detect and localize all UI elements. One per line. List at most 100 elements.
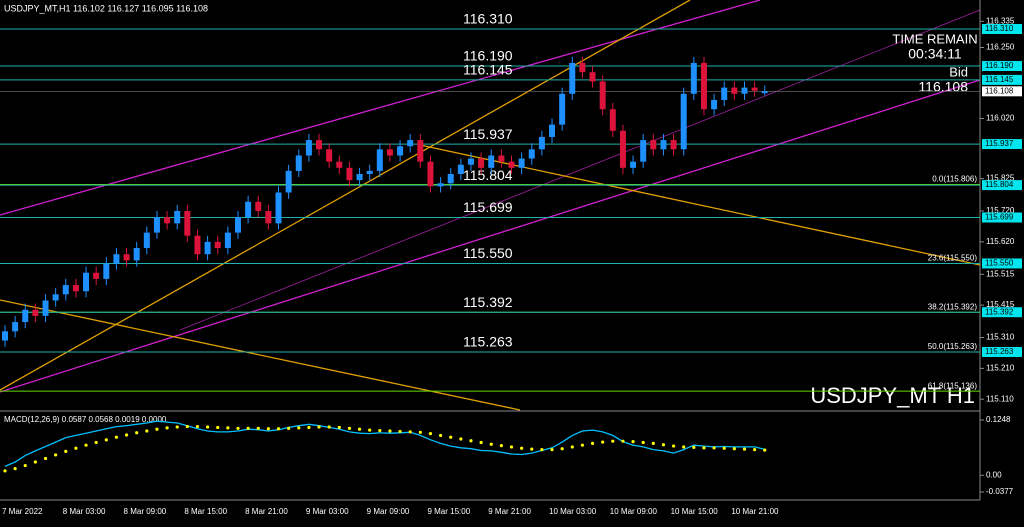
- candle-body: [265, 211, 272, 224]
- signal-dot: [276, 427, 281, 431]
- candle-body: [174, 211, 181, 224]
- signal-dot: [23, 463, 27, 468]
- signal-dot: [43, 456, 48, 461]
- candle-body: [741, 87, 748, 94]
- candle-body: [731, 87, 738, 94]
- signal-dot: [469, 439, 473, 443]
- candle-body: [153, 217, 160, 233]
- signal-dot: [408, 430, 412, 434]
- fib-label: 50.0(115.263): [928, 342, 978, 351]
- channel-line: [179, 9, 981, 331]
- y-tick-label: 116.250: [986, 43, 1015, 52]
- level-tag: [982, 347, 1022, 358]
- signal-dot: [560, 447, 564, 451]
- candle-body: [204, 241, 211, 255]
- signal-dot: [449, 435, 453, 439]
- level-tag: [982, 212, 1022, 223]
- candle-body: [498, 155, 505, 162]
- candle-body: [437, 183, 444, 187]
- candle-body: [721, 87, 728, 100]
- candle-body: [2, 331, 8, 341]
- candle-body: [32, 309, 39, 316]
- x-tick-label: 10 Mar 21:00: [731, 507, 779, 516]
- signal-dot: [287, 426, 291, 430]
- level-tag-label: 116.190: [985, 61, 1014, 70]
- candle-body: [336, 161, 343, 168]
- level-tag: [982, 61, 1022, 72]
- signal-dot: [13, 467, 17, 471]
- candle-body: [549, 124, 556, 137]
- level-tag: [982, 180, 1022, 191]
- y-tick-label: 116.335: [986, 16, 1015, 25]
- candle-body: [164, 217, 171, 224]
- candle-body: [12, 322, 19, 332]
- level-label: 115.804: [463, 167, 513, 183]
- fib-label: 0.0(115.806): [932, 175, 977, 184]
- candle-body: [680, 93, 687, 150]
- signal-dot: [661, 443, 666, 447]
- signal-dot: [297, 426, 301, 430]
- signal-dot: [611, 439, 615, 443]
- candle-body: [245, 201, 252, 218]
- candle-body: [508, 161, 515, 168]
- candle-body: [457, 164, 464, 174]
- candle-body: [518, 158, 525, 168]
- y-tick-label: 0.00: [986, 470, 1002, 479]
- signal-dot: [499, 444, 503, 448]
- candle-body: [417, 140, 424, 162]
- candle-body: [143, 232, 150, 249]
- y-tick-label: 115.110: [986, 394, 1014, 403]
- level-label: 115.550: [463, 245, 513, 261]
- candle-body: [700, 62, 707, 110]
- y-tick-label: 116.020: [986, 114, 1015, 123]
- x-tick-label: 8 Mar 03:00: [63, 507, 106, 516]
- candle-body: [275, 192, 282, 224]
- candle-body: [761, 91, 768, 94]
- candle-body: [356, 173, 363, 181]
- candle-body: [751, 87, 758, 91]
- y-tick-label: 115.515: [986, 269, 1015, 278]
- level-label: 116.310: [463, 11, 513, 27]
- y-tick-label: 115.825: [986, 174, 1015, 183]
- signal-dot: [388, 429, 392, 433]
- candle-body: [528, 149, 535, 159]
- x-tick-label: 8 Mar 21:00: [245, 507, 288, 516]
- y-tick-label: 115.620: [986, 237, 1015, 246]
- signal-dot: [155, 427, 159, 431]
- candle-body: [326, 149, 333, 162]
- signal-dot: [631, 440, 635, 444]
- signal-dot: [64, 449, 68, 453]
- signal-dot: [712, 446, 716, 450]
- signal-dot: [601, 440, 605, 444]
- bid-label: Bid: [949, 64, 968, 79]
- signal-dot: [135, 431, 139, 435]
- candle-body: [184, 211, 191, 236]
- bid-tag: [982, 86, 1022, 97]
- candle-body: [346, 167, 353, 181]
- signal-dot: [520, 446, 524, 450]
- level-tag-label: 115.804: [985, 180, 1014, 189]
- signal-dot: [702, 446, 706, 450]
- time-remain: 00:34:11: [908, 46, 962, 62]
- signal-dot: [226, 426, 230, 430]
- signal-dot: [428, 432, 433, 436]
- signal-dot: [590, 441, 595, 445]
- chart-header: USDJPY_MT,H1 116.102 116.127 116.095 116…: [4, 3, 208, 13]
- candle-body: [376, 149, 383, 171]
- candle-body: [711, 99, 718, 110]
- signal-dot: [165, 426, 169, 430]
- level-label: 116.190: [463, 48, 513, 64]
- signal-dot: [368, 428, 372, 432]
- signal-dot: [651, 441, 655, 445]
- candle-body: [660, 140, 667, 150]
- bid-tag-label: 116.108: [985, 86, 1014, 95]
- candle-body: [316, 140, 323, 150]
- signal-dot: [84, 443, 88, 447]
- x-tick-label: 9 Mar 21:00: [488, 507, 531, 516]
- signal-dot: [378, 428, 382, 433]
- candle-body: [93, 272, 100, 279]
- candle-body: [123, 254, 130, 261]
- candle-body: [113, 254, 120, 264]
- signal-dot: [94, 440, 98, 445]
